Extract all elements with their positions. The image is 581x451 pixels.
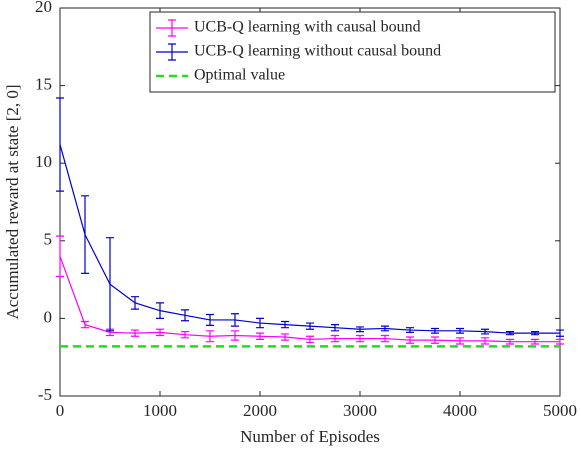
error-bar [481,328,489,335]
error-bar [56,235,64,278]
x-axis-label: Number of Episodes [240,427,380,446]
legend-symbol [156,43,188,61]
error-bar [406,336,414,344]
error-bar [381,325,389,332]
x-tick-label: 5000 [543,401,577,420]
error-bar [231,330,239,341]
error-bar [281,333,289,341]
error-bar [506,330,514,336]
error-bar [381,334,389,343]
error-bar [56,97,64,192]
error-bar [356,326,364,333]
error-bar [81,195,89,274]
legend-label: Optimal value [194,67,285,84]
y-tick-label: 10 [35,152,52,171]
error-bar [331,324,339,332]
error-bar [456,337,464,345]
x-tick-label: 3000 [343,401,377,420]
error-bar [506,338,514,345]
error-bar [256,332,264,340]
error-bar [131,329,139,337]
error-bar [131,296,139,310]
error-bar [156,302,164,319]
legend-label: UCB-Q learning with causal bound [194,19,421,36]
error-bar [306,335,314,344]
legend-symbol [156,19,188,37]
error-bar [206,313,214,326]
error-bar [456,327,464,334]
error-bar [181,309,189,322]
error-bar [81,320,89,329]
y-tick-label: -5 [38,385,52,404]
error-bar [306,322,314,330]
error-bar [431,336,439,344]
error-bar [531,338,539,345]
error-bar [406,327,414,333]
error-bar [106,237,114,332]
error-bar [231,313,239,327]
error-bar [156,328,164,337]
error-bar [556,338,564,345]
legend-label: UCB-Q learning without causal bound [194,43,441,60]
legend-box [149,11,556,93]
y-tick-label: 0 [44,307,53,326]
error-bar [481,337,489,345]
error-bar [181,330,189,339]
y-axis-label: Accumulated reward at state [2, 0] [3,84,22,319]
error-bar [356,334,364,343]
y-tick-label: 5 [44,230,53,249]
y-tick-label: 20 [35,0,52,16]
error-bar [256,317,264,329]
error-bar [431,327,439,334]
x-tick-label: 4000 [443,401,477,420]
error-bar [281,320,289,329]
error-bar [206,330,214,343]
x-tick-label: 0 [56,401,65,420]
error-bar [556,329,564,337]
y-tick-label: 15 [35,75,52,94]
x-tick-label: 2000 [243,401,277,420]
error-bar [531,330,539,336]
x-tick-label: 1000 [143,401,177,420]
error-bar [331,334,339,343]
